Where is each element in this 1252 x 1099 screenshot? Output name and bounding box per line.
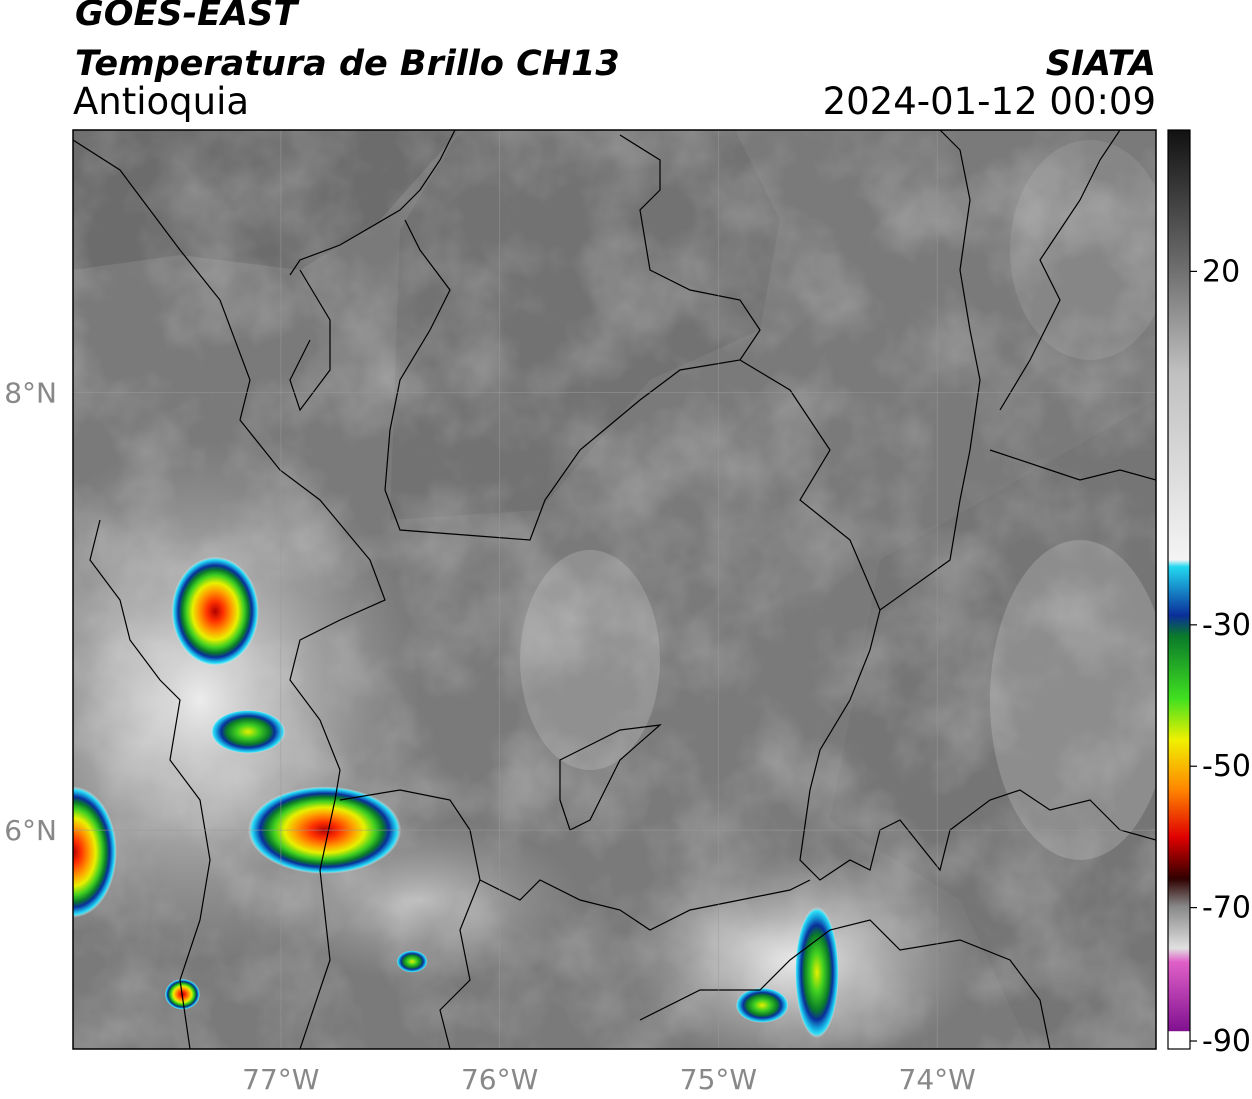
map-area xyxy=(73,130,1156,1049)
lat-tick-label: 8°N xyxy=(4,377,57,410)
santander-boundary xyxy=(989,449,1156,481)
lon-tick-label: 76°W xyxy=(461,1063,538,1096)
colorbar-tick-label: -50 xyxy=(1202,749,1251,784)
cordoba-boundary xyxy=(384,134,761,541)
cold-cloud-cell xyxy=(396,950,428,973)
coastline-uraba xyxy=(289,130,456,276)
satellite-title: GOES-EAST xyxy=(75,0,298,34)
colorbar-tick-label: 20 xyxy=(1202,254,1240,289)
colorbar-tick-label: -90 xyxy=(1202,1024,1251,1059)
southern-boundary xyxy=(479,879,811,931)
longitude-labels: 77°W 76°W 75°W 74°W xyxy=(242,1063,976,1096)
colorbar-tick-label: -30 xyxy=(1202,608,1251,643)
colorbar-tick-label: -70 xyxy=(1202,891,1251,926)
cold-cloud-cell xyxy=(73,786,117,918)
bolivar-boundary xyxy=(739,130,981,611)
lon-tick-label: 77°W xyxy=(242,1063,319,1096)
cold-cloud-cell xyxy=(171,556,259,667)
caldas-boundary xyxy=(639,919,1051,1049)
coastline-west xyxy=(73,139,386,1049)
colorbar-gradient xyxy=(1168,130,1190,1032)
cold-cloud-cell xyxy=(795,906,839,1039)
lon-tick-label: 74°W xyxy=(899,1063,976,1096)
lat-tick-label: 6°N xyxy=(4,814,57,847)
colorbar-frame xyxy=(1167,129,1191,1050)
datetime-label: 2024-01-12 00:09 xyxy=(822,80,1156,123)
colorbar: 20 -30 -50 -70 -90 xyxy=(1167,129,1251,1059)
latitude-labels: 8°N 6°N xyxy=(4,377,57,848)
lon-tick-label: 75°W xyxy=(680,1063,757,1096)
gulf-shore xyxy=(289,269,331,412)
cold-cloud-cell xyxy=(210,709,286,754)
boundaries xyxy=(73,130,1156,1049)
graticule xyxy=(73,130,1156,1049)
cold-cloud-cell xyxy=(735,987,789,1023)
agency-label: SIATA xyxy=(1045,44,1156,84)
map-frame xyxy=(72,129,1157,1050)
pacific-coast xyxy=(89,519,211,1049)
northeast-boundary xyxy=(999,130,1121,411)
colorbar-under-swatch xyxy=(1168,1031,1190,1049)
product-title: Temperatura de Brillo CH13 xyxy=(75,44,620,84)
enclave-boundary xyxy=(559,724,662,831)
region-label: Antioquia xyxy=(73,80,250,123)
